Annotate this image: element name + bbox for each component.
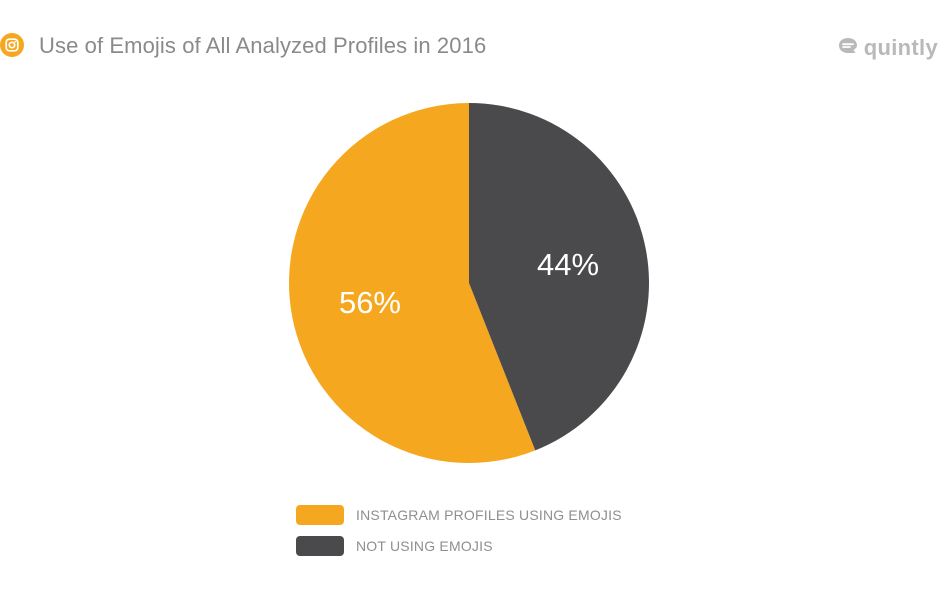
legend-swatch-not-using-emojis — [296, 536, 344, 556]
chart-title: Use of Emojis of All Analyzed Profiles i… — [39, 33, 487, 58]
legend-label-using-emojis: INSTAGRAM PROFILES USING EMOJIS — [356, 507, 622, 523]
pie-label-using-emojis: 56% — [339, 285, 401, 320]
legend: INSTAGRAM PROFILES USING EMOJIS NOT USIN… — [296, 504, 622, 566]
pie-slice-using-emojis — [289, 103, 536, 463]
pie-label-not-using-emojis: 44% — [537, 247, 599, 282]
instagram-icon — [0, 33, 24, 62]
legend-item-not-using-emojis: NOT USING EMOJIS — [296, 535, 622, 557]
legend-swatch-using-emojis — [296, 505, 344, 525]
legend-item-using-emojis: INSTAGRAM PROFILES USING EMOJIS — [296, 504, 622, 526]
legend-label-not-using-emojis: NOT USING EMOJIS — [356, 538, 493, 554]
brand-name: quintly — [863, 35, 938, 60]
brand-logo: quintly — [838, 35, 938, 61]
pie-slice-not-using-emojis — [469, 103, 649, 451]
quintly-logo-icon — [838, 37, 858, 60]
